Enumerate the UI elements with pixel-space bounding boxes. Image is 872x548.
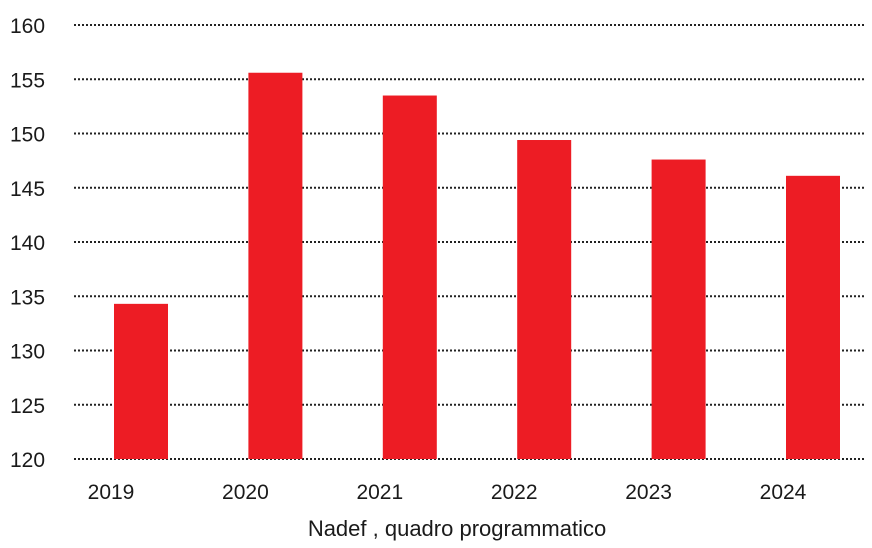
y-tick-label: 140 xyxy=(10,232,45,255)
y-tick-label: 120 xyxy=(10,449,45,472)
bar-2024 xyxy=(786,175,840,459)
x-tick-label: 2023 xyxy=(625,481,672,504)
x-axis-title: Nadef , quadro programmatico xyxy=(308,516,606,541)
bar-2019 xyxy=(114,303,168,459)
gridlines xyxy=(74,24,866,460)
x-tick-label: 2022 xyxy=(491,481,538,504)
y-tick-label: 135 xyxy=(10,286,45,309)
x-tick-label: 2020 xyxy=(222,481,269,504)
bar-2022 xyxy=(517,140,572,459)
y-tick-label: 155 xyxy=(10,69,45,92)
y-tick-label: 130 xyxy=(10,341,45,364)
bar-2023 xyxy=(651,159,706,460)
x-tick-label: 2021 xyxy=(356,481,403,504)
x-tick-label: 2019 xyxy=(88,481,135,504)
bar-2021 xyxy=(382,95,437,460)
x-axis-ticks: 2019 2020 2021 2022 2023 2024 xyxy=(88,481,807,504)
bars xyxy=(114,72,840,460)
x-tick-label: 2024 xyxy=(760,481,807,504)
y-axis-ticks: 120 125 130 135 140 145 150 155 160 xyxy=(10,15,45,472)
y-tick-label: 150 xyxy=(10,124,45,147)
y-tick-label: 125 xyxy=(10,395,45,418)
y-tick-label: 145 xyxy=(10,178,45,201)
bar-2020 xyxy=(248,72,303,460)
y-tick-label: 160 xyxy=(10,15,45,38)
